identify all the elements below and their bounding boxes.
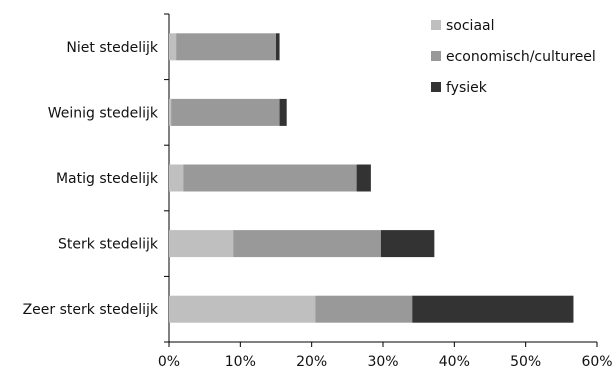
chart-bars (169, 33, 574, 323)
bar-sociaal-zeer-sterk-stedelijk (169, 295, 316, 323)
bar-sociaal-weinig-stedelijk (169, 98, 172, 126)
legend-label: fysiek (446, 80, 488, 96)
bar-fysiek-sterk-stedelijk (380, 230, 435, 258)
bar-economisch-cultureel-matig-stedelijk (183, 164, 357, 192)
bar-economisch-cultureel-niet-stedelijk (176, 33, 276, 61)
bar-fysiek-matig-stedelijk (356, 164, 371, 192)
chart-legend: sociaal economisch/cultureel fysiek (431, 18, 596, 96)
bar-sociaal-sterk-stedelijk (169, 230, 234, 258)
bar-sociaal-niet-stedelijk (169, 33, 177, 61)
x-tick-label: 60% (581, 354, 612, 370)
bar-fysiek-weinig-stedelijk (279, 98, 287, 126)
bar-economisch-cultureel-sterk-stedelijk (233, 230, 381, 258)
bar-economisch-cultureel-zeer-sterk-stedelijk (315, 295, 413, 323)
x-tick-label: 30% (367, 354, 398, 370)
x-tick-label: 10% (225, 354, 256, 370)
category-label: Sterk stedelijk (58, 237, 159, 253)
bar-sociaal-matig-stedelijk (169, 164, 184, 192)
legend-swatch (431, 20, 441, 30)
x-tick-label: 20% (296, 354, 327, 370)
x-tick-label: 50% (510, 354, 541, 370)
x-tick-label: 0% (158, 354, 180, 370)
category-labels: Niet stedelijk Weinig stedelijk Matig sted… (23, 40, 159, 318)
category-label: Matig stedelijk (56, 171, 159, 187)
category-label: Niet stedelijk (66, 40, 158, 56)
bar-economisch-cultureel-weinig-stedelijk (171, 98, 280, 126)
legend-label: sociaal (446, 18, 495, 34)
bar-fysiek-zeer-sterk-stedelijk (412, 295, 574, 323)
legend-label: economisch/cultureel (446, 49, 596, 65)
x-tick-label: 40% (439, 354, 470, 370)
legend-swatch (431, 82, 441, 92)
category-label: Zeer sterk stedelijk (23, 302, 159, 318)
x-tick-labels: 0% 10% 20% 30% 40% 50% 60% (158, 354, 613, 370)
legend-swatch (431, 51, 441, 61)
bar-fysiek-niet-stedelijk (276, 33, 280, 61)
category-label: Weinig stedelijk (48, 105, 159, 121)
